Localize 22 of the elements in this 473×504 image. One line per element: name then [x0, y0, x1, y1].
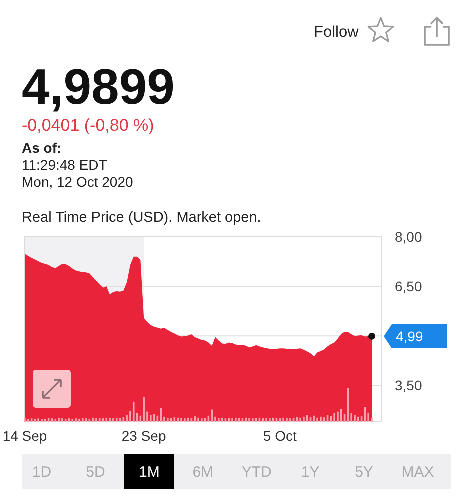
text: Mon, 12 Oct 2020 — [22, 174, 134, 190]
text: 1D — [32, 464, 52, 481]
x-tick-label: 23 Sep — [122, 428, 166, 444]
text: 11:29:48 EDT — [22, 157, 108, 173]
text: 4,99 — [396, 328, 424, 344]
x-tick-label: 5 Oct — [263, 428, 297, 444]
text: 1Y — [301, 464, 320, 481]
text: As of: — [22, 140, 62, 156]
text: 6M — [192, 464, 214, 481]
y-tick-label: 8,00 — [395, 228, 422, 245]
y-tick-label: 6,50 — [395, 278, 422, 294]
text: Follow — [314, 24, 360, 41]
y-tick-label: 3,50 — [395, 378, 422, 394]
chart-title: 4,9899 — [22, 59, 175, 115]
text: MAX — [402, 464, 434, 481]
text: 5Y — [355, 464, 374, 481]
chart-subtitle: -0,0401 (-0,80 %) — [22, 116, 154, 135]
text: 5D — [86, 464, 106, 481]
x-tick-label: 14 Sep — [2, 428, 48, 444]
text: Real Time Price (USD). Market open. — [22, 210, 262, 226]
text: 1M — [139, 464, 160, 481]
text: YTD — [242, 464, 272, 481]
